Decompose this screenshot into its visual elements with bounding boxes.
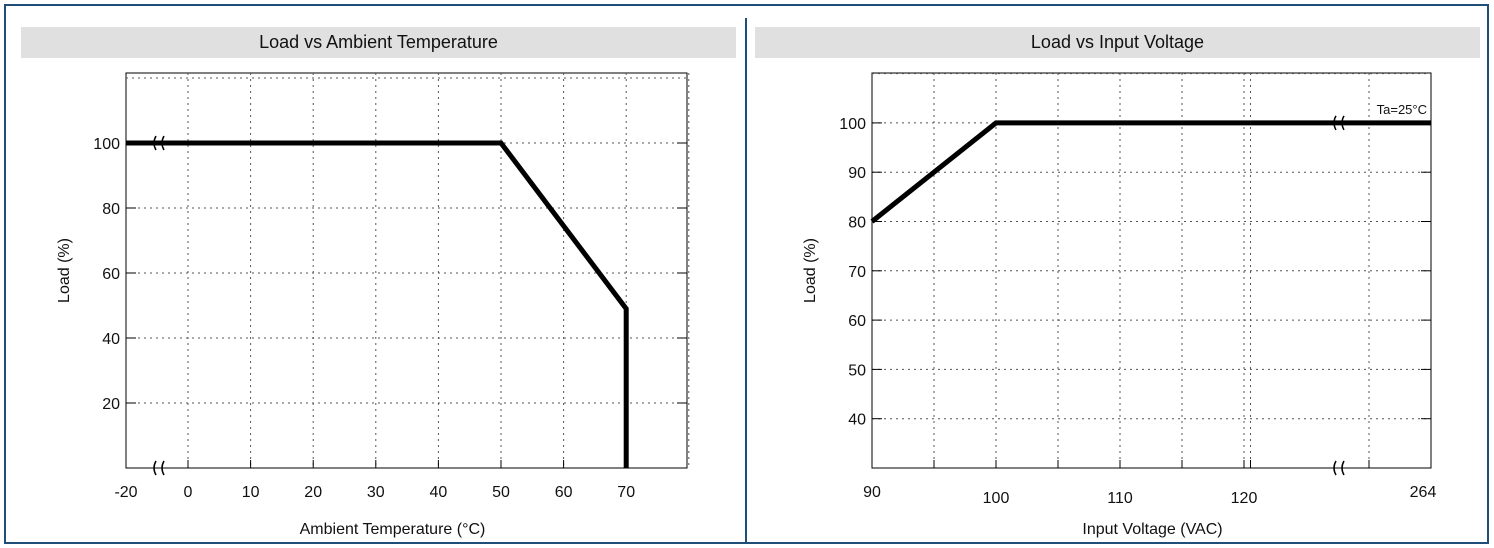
x-tick-label: 0 bbox=[184, 484, 193, 501]
x-axis-label: Input Voltage (VAC) bbox=[1082, 521, 1222, 538]
load-vs-voltage-chart: 40 50 60 70 80 90 100 90 100 110 120 264 Ta=25°C Inpu… bbox=[747, 0, 1494, 548]
y-tick-label: 90 bbox=[848, 165, 866, 182]
x-tick-label: 40 bbox=[430, 484, 448, 501]
x-tick-label: 100 bbox=[983, 490, 1010, 507]
x-tick-label: 70 bbox=[617, 484, 635, 501]
series-line bbox=[126, 143, 626, 468]
y-tick-label: 20 bbox=[102, 396, 120, 413]
x-tick-label: 264 bbox=[1410, 484, 1437, 501]
x-tick-label: 60 bbox=[555, 484, 573, 501]
chart-panel-voltage: Load vs Input Voltage 40 50 60 70 80 90 100 90 1… bbox=[747, 0, 1494, 548]
chart-panel-temperature: Load vs Ambient Temperature 20 40 60 80 100-… bbox=[0, 0, 745, 548]
x-tick-label: 90 bbox=[863, 484, 881, 501]
x-tick-label: 120 bbox=[1231, 490, 1258, 507]
load-vs-temperature-chart: 20 40 60 80 100 -20 0 10 20 30 40 50 60 70 Ambient Tem… bbox=[0, 0, 745, 548]
y-tick-label: 40 bbox=[848, 412, 866, 429]
y-tick-label: 60 bbox=[848, 313, 866, 330]
x-tick-label: -20 bbox=[114, 484, 137, 501]
x-tick-label: 20 bbox=[304, 484, 322, 501]
x-tick-label: 10 bbox=[242, 484, 260, 501]
x-tick-label: 110 bbox=[1107, 490, 1133, 507]
y-tick-label: 70 bbox=[848, 264, 866, 281]
y-axis-label: Load (%) bbox=[802, 238, 819, 303]
y-tick-label: 40 bbox=[102, 331, 120, 348]
y-tick-label: 100 bbox=[839, 116, 866, 133]
x-tick-label: 30 bbox=[367, 484, 385, 501]
y-tick-label: 100 bbox=[93, 136, 120, 153]
y-tick-label: 60 bbox=[102, 266, 120, 283]
x-axis-label: Ambient Temperature (°C) bbox=[300, 521, 486, 538]
x-tick-label: 50 bbox=[492, 484, 510, 501]
y-tick-label: 50 bbox=[848, 362, 866, 379]
plot-area bbox=[126, 73, 687, 468]
y-tick-label: 80 bbox=[102, 201, 120, 218]
y-tick-label: 80 bbox=[848, 215, 866, 232]
condition-annotation: Ta=25°C bbox=[1377, 102, 1427, 117]
y-axis-label: Load (%) bbox=[56, 238, 73, 303]
